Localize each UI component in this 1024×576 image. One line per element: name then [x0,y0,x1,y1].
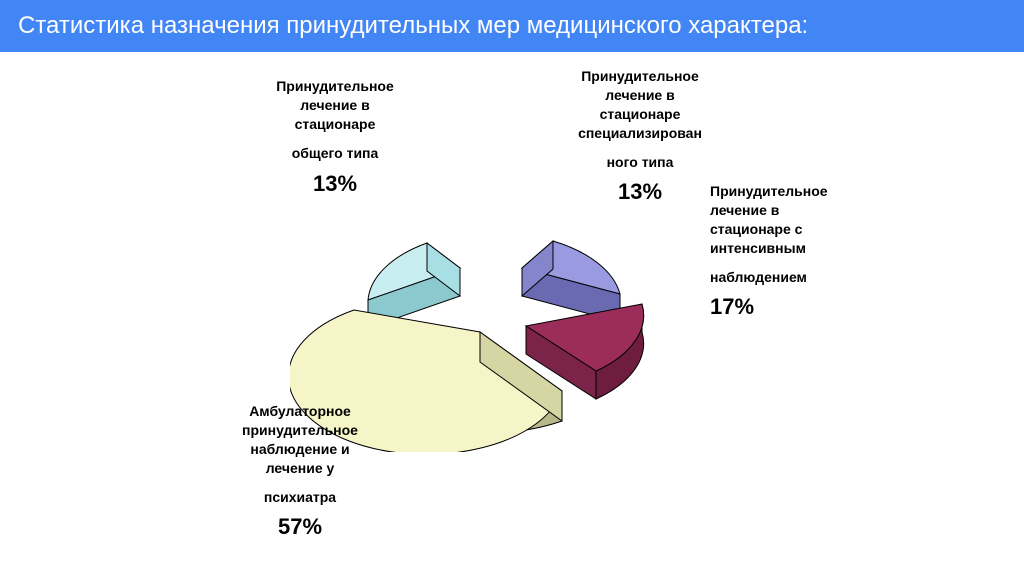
pie-chart-area: Принудительное лечение в стационаре обще… [0,52,1024,562]
label-intensive: Принудительное лечение в стационаре с ин… [710,182,870,322]
slice-specialized-type [522,241,620,322]
page-header: Статистика назначения принудительных мер… [0,0,1024,52]
label-outpatient: Амбулаторное принудительное наблюдение и… [215,402,385,542]
page-title: Статистика назначения принудительных мер… [18,12,808,39]
label-specialized-type: Принудительное лечение в стационаре спец… [555,67,725,207]
label-general-type: Принудительное лечение в стационаре обще… [255,77,415,198]
